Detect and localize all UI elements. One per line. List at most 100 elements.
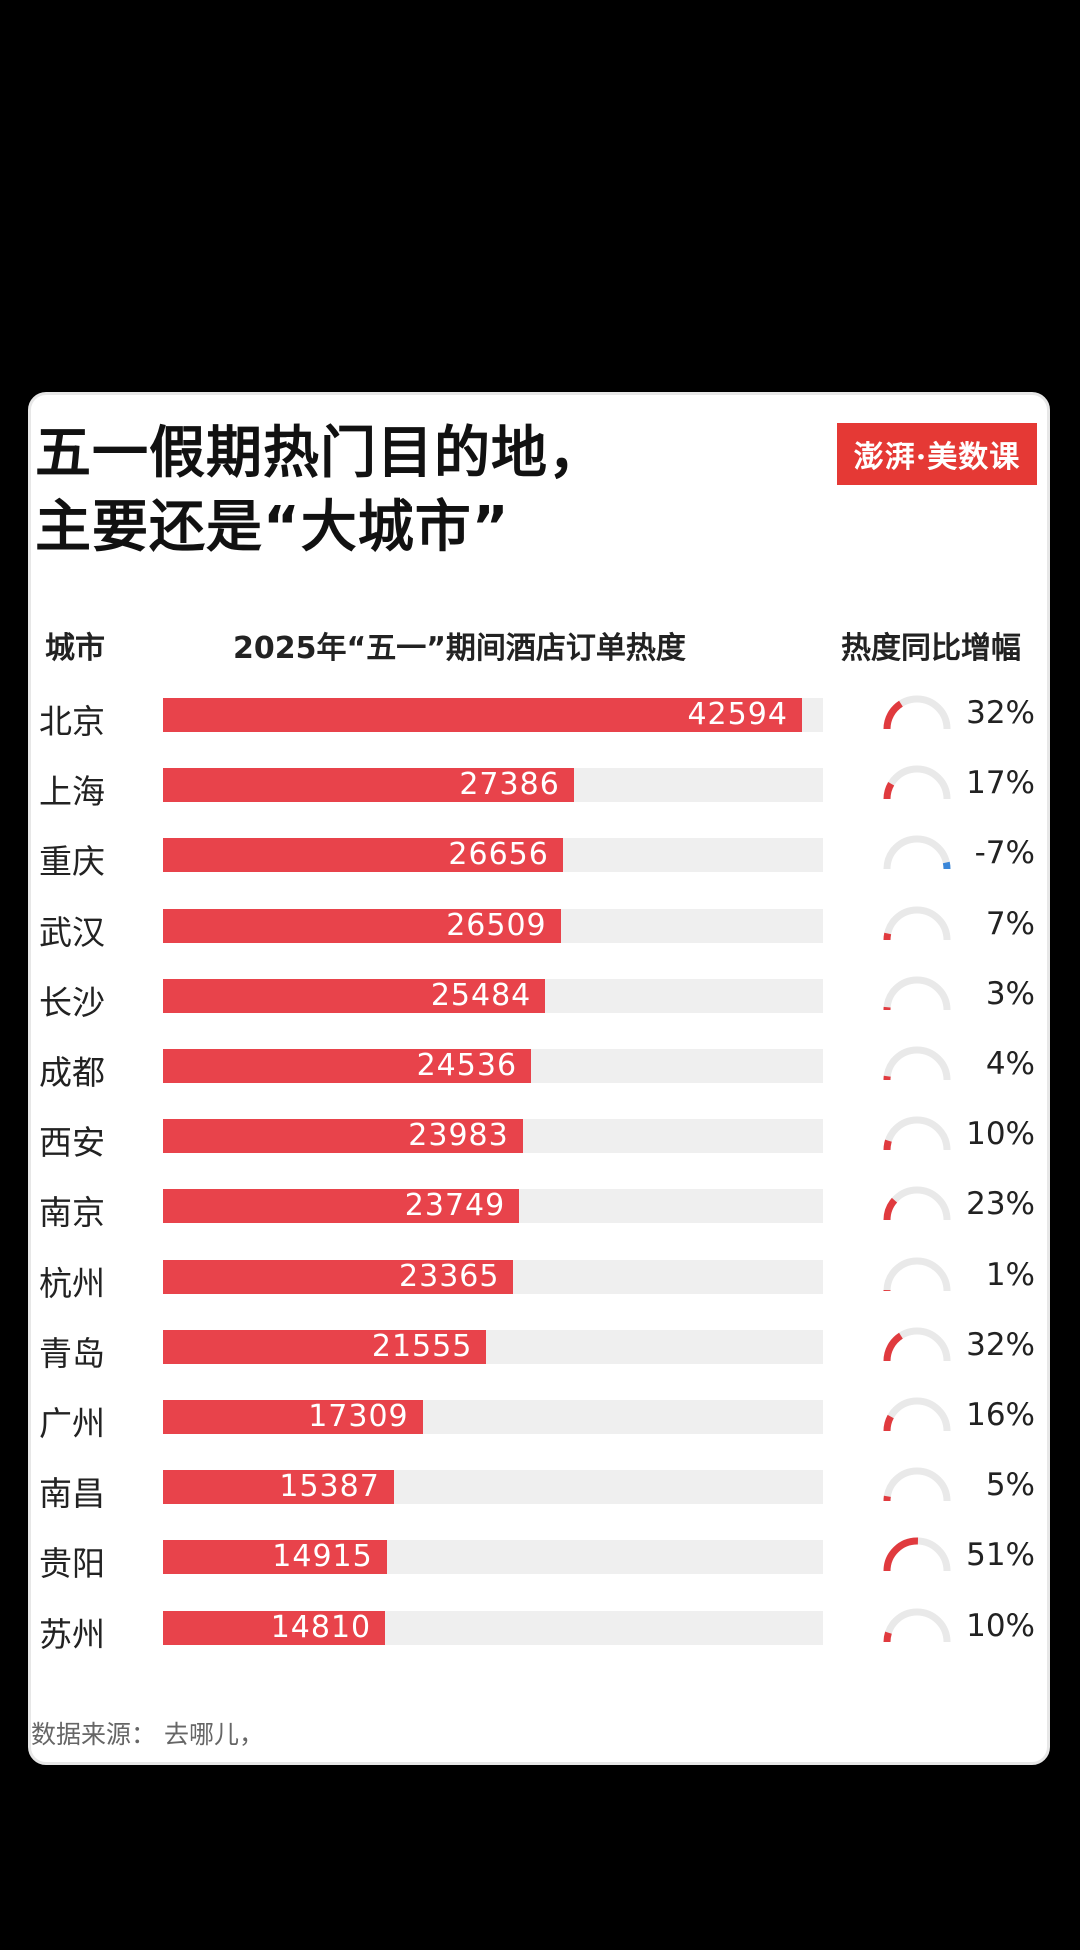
chart-title: 五一假期热门目的地， 主要还是“大城市” <box>35 417 605 565</box>
bar-value-label: 24536 <box>416 1048 518 1083</box>
change-gauge <box>883 1257 951 1291</box>
city-label: 上海 <box>39 772 105 812</box>
bar-track: 25484 <box>163 977 823 1013</box>
data-source: 数据来源： 去哪儿， <box>31 1720 264 1749</box>
bar <box>163 768 574 803</box>
change-gauge <box>883 695 951 730</box>
title-line-1: 五一假期热门目的地， <box>35 421 605 486</box>
gauge-fill <box>883 1537 919 1572</box>
gauge-track <box>883 1467 951 1502</box>
bar <box>163 1400 423 1434</box>
change-gauge <box>883 1608 951 1642</box>
gauge-track <box>883 976 951 1010</box>
change-pct-label: 32% <box>966 1326 1035 1363</box>
bar-value-label: 27386 <box>459 767 560 803</box>
change-gauge <box>883 765 951 800</box>
change-pct-label: -7% <box>974 835 1035 872</box>
change-pct-label: 7% <box>985 905 1035 942</box>
bar <box>163 698 802 732</box>
change-gauge <box>883 1046 951 1081</box>
city-label: 青岛 <box>39 1333 105 1373</box>
bar-value-label: 17309 <box>308 1399 409 1434</box>
gauge-track <box>883 1186 951 1221</box>
bar-track: 23749 <box>163 1188 823 1224</box>
bar <box>163 1049 532 1083</box>
city-label: 广州 <box>39 1404 105 1443</box>
change-gauge <box>883 1186 951 1221</box>
gauge-track <box>883 1608 951 1642</box>
city-label: 苏州 <box>39 1614 105 1654</box>
gauge-fill <box>883 1332 903 1362</box>
publisher-logo: 澎湃·美数课 <box>837 423 1037 485</box>
change-gauge <box>883 976 951 1010</box>
gauge-fill <box>883 1631 892 1642</box>
change-gauge <box>883 835 951 870</box>
bar-value-label: 21555 <box>371 1328 473 1364</box>
gauge-track <box>883 765 951 800</box>
title-line-2: 主要还是“大城市” <box>35 495 510 560</box>
bar-track: 14915 <box>163 1539 823 1575</box>
change-pct-label: 23% <box>966 1186 1035 1223</box>
bar-track: 23983 <box>163 1118 823 1154</box>
bar <box>163 1470 394 1505</box>
change-gauge <box>883 1467 951 1502</box>
change-gauge <box>883 1116 951 1151</box>
gauge-track <box>883 906 951 940</box>
change-pct-label: 10% <box>966 1116 1035 1153</box>
bar-track: 21555 <box>163 1328 823 1364</box>
bar <box>163 1540 387 1575</box>
gauge-fill <box>942 862 951 870</box>
gauge-fill <box>883 932 892 940</box>
bar-track: 26509 <box>163 907 823 943</box>
gauge-fill <box>883 1198 898 1221</box>
change-gauge <box>883 1327 951 1362</box>
change-pct-label: 16% <box>966 1397 1035 1433</box>
city-label: 杭州 <box>39 1263 105 1303</box>
bar <box>163 1610 386 1645</box>
gauge-fill <box>883 700 903 730</box>
city-label: 南京 <box>39 1193 105 1233</box>
city-label: 武汉 <box>39 912 105 952</box>
bar-value-label: 26509 <box>446 907 547 943</box>
bar-track: 23365 <box>163 1258 823 1294</box>
gauge-fill <box>883 782 895 800</box>
bar-value-label: 14915 <box>272 1539 373 1575</box>
bar-track: 17309 <box>163 1400 823 1434</box>
gauge-track <box>883 835 951 870</box>
city-label: 北京 <box>39 702 105 741</box>
change-pct-label: 5% <box>985 1467 1035 1504</box>
chart-card: 五一假期热门目的地， 主要还是“大城市” 澎湃·美数课 城市 2025年“五一”… <box>28 392 1050 1765</box>
bar-value-label: 14810 <box>270 1609 372 1645</box>
bar-value-label: 25484 <box>430 977 532 1013</box>
gauge-track <box>883 1116 951 1151</box>
bar-value-label: 42594 <box>687 697 788 732</box>
gauge-fill <box>883 1414 894 1432</box>
city-label: 西安 <box>39 1123 105 1163</box>
bar-value-label: 23983 <box>408 1118 509 1154</box>
change-gauge <box>883 1537 951 1572</box>
city-label: 南昌 <box>39 1474 105 1514</box>
city-label: 成都 <box>39 1053 105 1092</box>
bar <box>163 838 563 873</box>
change-pct-label: 17% <box>966 765 1035 802</box>
bar-track: 27386 <box>163 767 823 803</box>
bar-track: 24536 <box>163 1049 823 1083</box>
change-pct-label: 3% <box>985 975 1035 1012</box>
city-label: 重庆 <box>39 842 105 882</box>
bar <box>163 1329 487 1364</box>
gauge-fill <box>883 1139 892 1151</box>
header-city: 城市 <box>45 631 105 666</box>
bar-track: 26656 <box>163 837 823 873</box>
gauge-track <box>883 1046 951 1081</box>
change-pct-label: 32% <box>966 695 1035 731</box>
bar <box>163 908 561 943</box>
bar <box>163 1259 514 1294</box>
change-gauge <box>883 906 951 940</box>
bar-value-label: 23365 <box>399 1258 500 1294</box>
bar-track: 15387 <box>163 1470 823 1505</box>
bar-value-label: 26656 <box>448 837 549 873</box>
change-pct-label: 4% <box>985 1046 1035 1082</box>
bar-value-label: 23749 <box>404 1188 506 1224</box>
gauge-track <box>883 1257 951 1291</box>
header-change: 热度同比增幅 <box>841 631 1021 666</box>
